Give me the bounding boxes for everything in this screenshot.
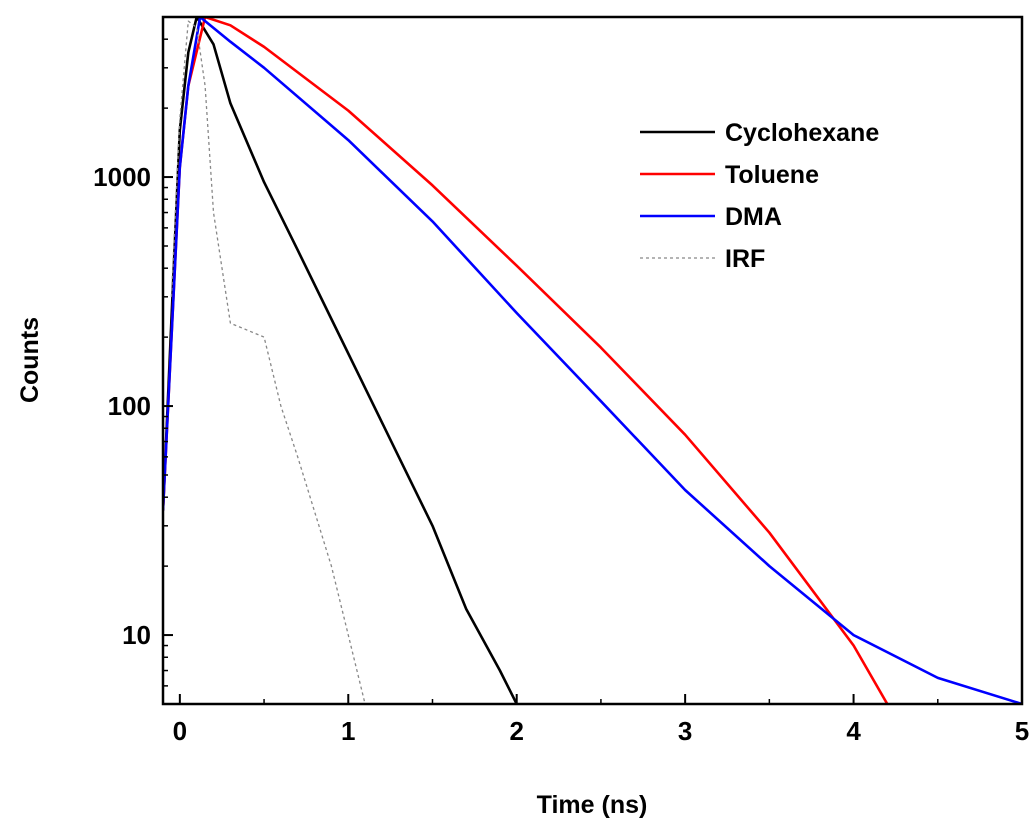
x-tick-label: 4: [846, 716, 861, 746]
legend: Cyclohexane Toluene DMA IRF: [640, 119, 879, 273]
legend-label-cyclohexane: Cyclohexane: [725, 119, 879, 147]
series-layer: [163, 17, 1022, 704]
x-tick-label: 1: [341, 716, 355, 746]
series-line-irf: [170, 20, 366, 704]
x-tick-label: 5: [1015, 716, 1029, 746]
x-axis: 0 1 2 3 4 5: [173, 694, 1029, 746]
series-line-cyclohexane: [163, 17, 518, 704]
y-axis: 10 100 1000: [93, 16, 173, 705]
x-axis-title: Time (ns): [537, 791, 648, 819]
x-tick-label: 3: [678, 716, 692, 746]
x-tick-label: 2: [509, 716, 523, 746]
y-tick-label: 10: [122, 620, 151, 650]
legend-label-irf: IRF: [725, 245, 765, 273]
legend-label-toluene: Toluene: [725, 161, 819, 189]
series-line-dma: [163, 17, 1022, 704]
x-tick-label: 0: [173, 716, 187, 746]
y-tick-label: 100: [108, 391, 151, 421]
plot-frame: [161, 15, 1024, 706]
y-tick-label: 1000: [93, 162, 151, 192]
legend-label-dma: DMA: [725, 203, 782, 231]
y-axis-title: Counts: [16, 317, 44, 403]
